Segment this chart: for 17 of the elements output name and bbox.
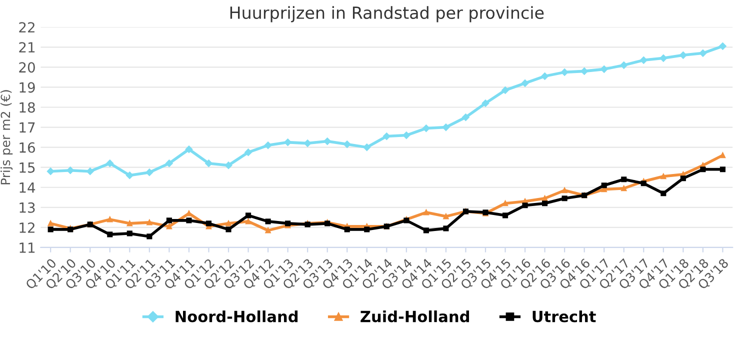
legend-label: Noord-Holland (176, 310, 298, 322)
y-tick-label: 22 (19, 22, 34, 32)
y-tick-label: 21 (19, 42, 35, 52)
y-tick-label: 11 (20, 242, 35, 253)
y-tick-label: 20 (19, 62, 35, 73)
y-tick-label: 14 (20, 182, 36, 193)
legend-label: Zuid-Holland (360, 310, 469, 322)
y-tick-label: 18 (20, 102, 35, 113)
y-tick-label: 15 (20, 162, 35, 173)
y-tick-label: 12 (20, 222, 34, 233)
y-tick-label: 17 (20, 122, 35, 133)
chart-title: Huurprijzen in Randstad per provincie (230, 6, 544, 22)
y-tick-label: 19 (20, 82, 35, 93)
y-tick-label: 16 (20, 142, 35, 153)
legend-label: Utrecht (532, 310, 596, 322)
y-axis-title: Prijs per m2 (€) (0, 90, 13, 184)
y-tick-label: 13 (20, 202, 35, 213)
